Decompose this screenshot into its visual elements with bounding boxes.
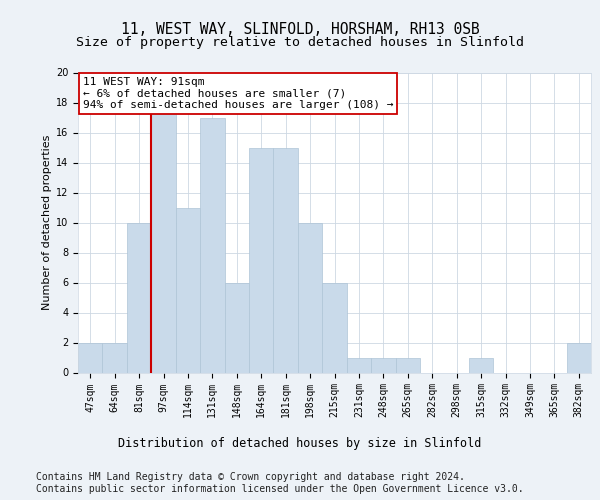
Text: 11 WEST WAY: 91sqm
← 6% of detached houses are smaller (7)
94% of semi-detached : 11 WEST WAY: 91sqm ← 6% of detached hous…	[83, 77, 394, 110]
Text: Distribution of detached houses by size in Slinfold: Distribution of detached houses by size …	[118, 437, 482, 450]
Bar	[395, 358, 420, 372]
Y-axis label: Number of detached properties: Number of detached properties	[42, 135, 52, 310]
Bar	[78, 342, 103, 372]
Bar	[200, 118, 224, 372]
Bar	[274, 148, 298, 372]
Bar	[298, 222, 322, 372]
Text: Contains public sector information licensed under the Open Government Licence v3: Contains public sector information licen…	[36, 484, 524, 494]
Bar	[566, 342, 591, 372]
Text: 11, WEST WAY, SLINFOLD, HORSHAM, RH13 0SB: 11, WEST WAY, SLINFOLD, HORSHAM, RH13 0S…	[121, 22, 479, 38]
Bar	[151, 102, 176, 372]
Bar	[249, 148, 274, 372]
Bar	[224, 282, 249, 372]
Text: Size of property relative to detached houses in Slinfold: Size of property relative to detached ho…	[76, 36, 524, 49]
Bar	[322, 282, 347, 372]
Bar	[127, 222, 151, 372]
Bar	[371, 358, 395, 372]
Bar	[103, 342, 127, 372]
Bar	[347, 358, 371, 372]
Text: Contains HM Land Registry data © Crown copyright and database right 2024.: Contains HM Land Registry data © Crown c…	[36, 472, 465, 482]
Bar	[176, 208, 200, 372]
Bar	[469, 358, 493, 372]
